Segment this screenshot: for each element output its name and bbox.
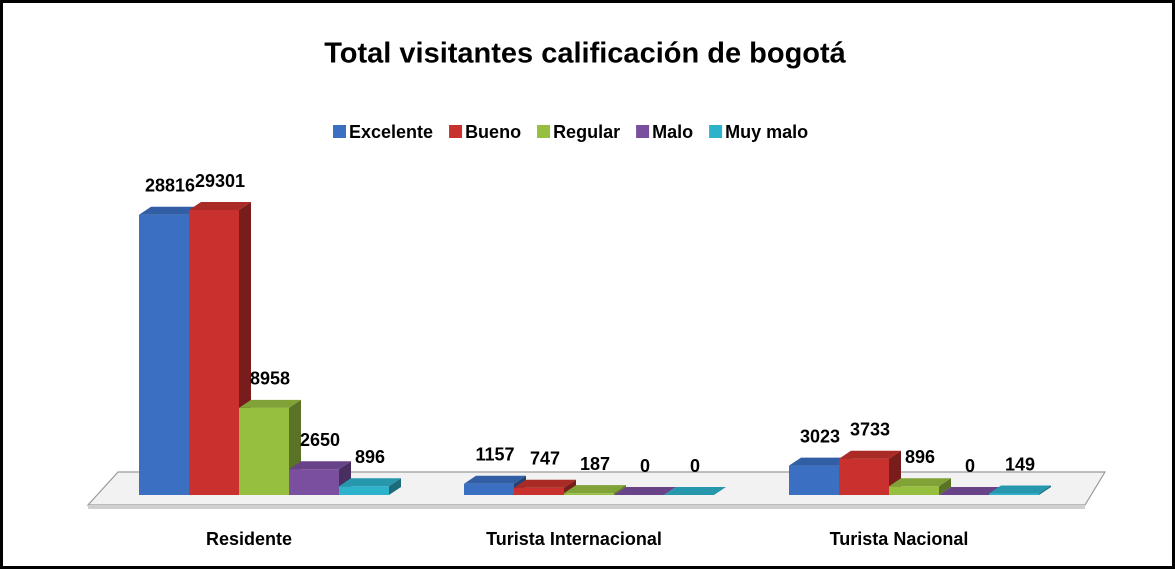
bar	[289, 469, 339, 495]
legend-label: Muy malo	[725, 122, 808, 142]
bar-top	[239, 399, 301, 408]
bar	[789, 465, 839, 495]
data-label: 2650	[300, 430, 340, 450]
data-label: 149	[1005, 454, 1035, 474]
x-tick-label: Turista Internacional	[486, 529, 662, 549]
legend-label: Excelente	[349, 122, 433, 142]
bar-top	[614, 487, 676, 495]
bar-top	[789, 457, 851, 466]
x-tick-label: Turista Nacional	[830, 529, 969, 549]
data-label: 0	[965, 456, 975, 476]
legend-label: Regular	[553, 122, 620, 142]
bar-top	[339, 478, 401, 487]
bar	[339, 486, 389, 495]
bar-top	[139, 206, 201, 215]
legend-swatch	[636, 125, 650, 138]
bar-top	[889, 478, 951, 487]
bar-top	[189, 202, 251, 210]
legend-swatch	[709, 125, 723, 138]
bar	[189, 210, 239, 495]
data-label: 0	[640, 456, 650, 476]
x-tick-label: Residente	[206, 529, 292, 549]
data-label: 0	[690, 456, 700, 476]
data-label: 896	[905, 447, 935, 467]
floor-edge	[88, 505, 1085, 509]
legend-swatch	[537, 125, 551, 138]
bar-side	[389, 478, 401, 495]
bar-side	[1039, 485, 1051, 495]
data-label: 3023	[800, 426, 840, 446]
bar-side	[939, 478, 951, 495]
data-label: 896	[355, 447, 385, 467]
data-label: 3733	[850, 419, 890, 439]
legend-label: Malo	[652, 122, 693, 142]
bar-top	[989, 485, 1051, 494]
legend-label: Bueno	[465, 122, 521, 142]
bar-side	[614, 485, 626, 495]
data-label: 28816	[145, 175, 195, 195]
bar-top	[664, 487, 726, 495]
data-label: 8958	[250, 369, 290, 389]
bar	[889, 486, 939, 495]
bar-top	[939, 487, 1001, 495]
bar	[139, 214, 189, 496]
bar	[564, 493, 614, 495]
chart-title: Total visitantes calificación de bogotá	[324, 38, 846, 70]
bar	[464, 483, 514, 495]
data-label: 1157	[475, 444, 514, 464]
bar-top	[289, 461, 351, 470]
legend-swatch	[449, 125, 463, 138]
data-label: 747	[530, 448, 560, 468]
bar	[239, 407, 289, 495]
legend-swatch	[333, 125, 346, 138]
bar	[989, 493, 1039, 495]
bar-top	[514, 479, 576, 488]
bar-top	[839, 450, 901, 459]
bar-top	[464, 475, 526, 484]
bar	[514, 487, 564, 495]
bar	[839, 458, 889, 495]
bar-top	[564, 485, 626, 494]
data-label: 29301	[195, 171, 245, 191]
data-label: 187	[580, 454, 610, 474]
